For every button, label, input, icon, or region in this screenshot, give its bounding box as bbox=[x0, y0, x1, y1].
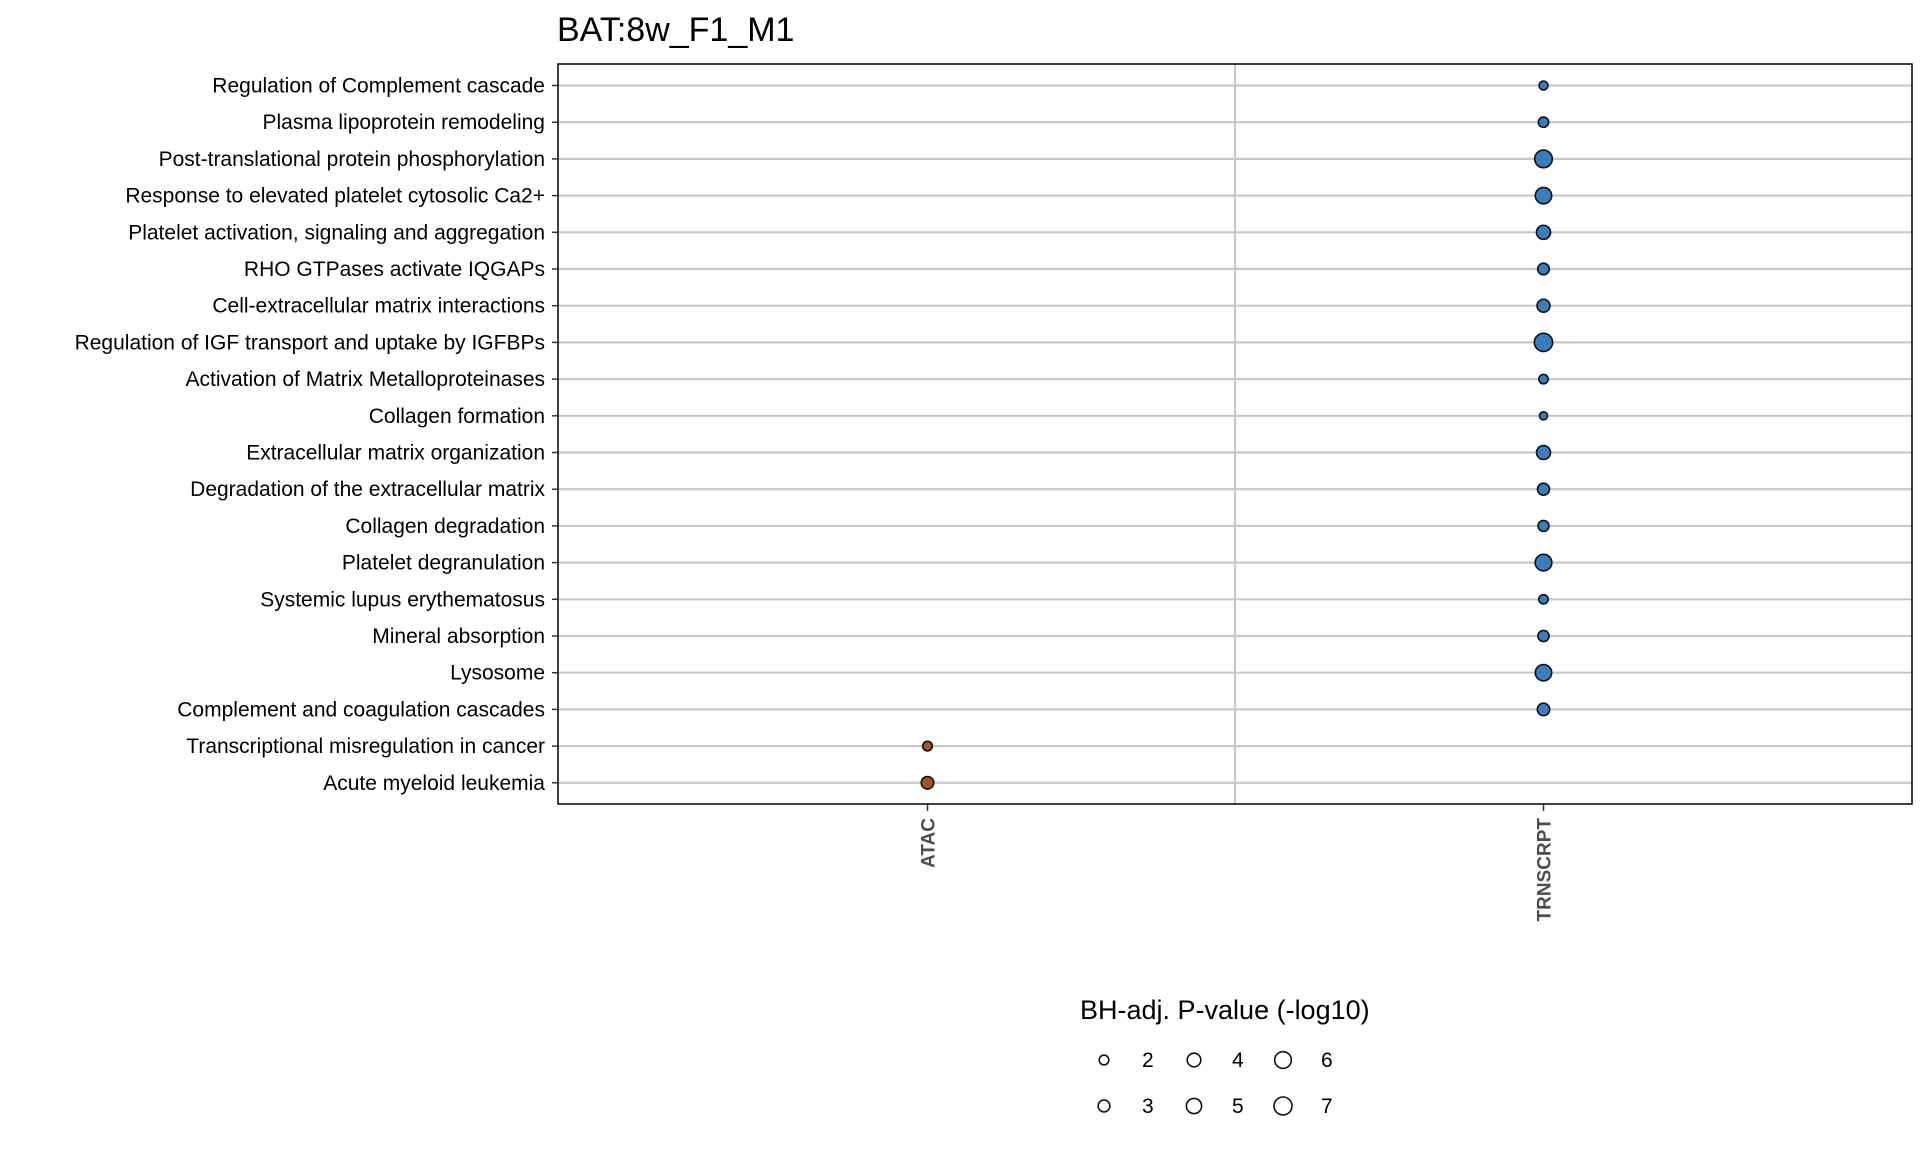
y-tick-label: Mineral absorption bbox=[372, 625, 545, 648]
legend-items: 2 3 4 5 6 7 bbox=[1097, 1049, 1333, 1118]
y-axis-labels: Regulation of Complement cascade Plasma l… bbox=[75, 75, 558, 795]
data-point bbox=[1535, 224, 1552, 241]
data-point bbox=[1537, 519, 1550, 533]
legend-label: 4 bbox=[1232, 1049, 1244, 1072]
x-tick-label: ATAC bbox=[919, 818, 940, 868]
legend-title: BH-adj. P-value (-log10) bbox=[1080, 995, 1370, 1025]
legend-label: 5 bbox=[1232, 1095, 1244, 1118]
y-tick-label: Systemic lupus erythematosus bbox=[260, 588, 545, 611]
data-point bbox=[1538, 373, 1549, 385]
legend-label: 6 bbox=[1321, 1049, 1333, 1072]
legend-key bbox=[1098, 1054, 1110, 1066]
y-tick-label: Complement and coagulation cascades bbox=[177, 698, 545, 721]
x-axis-labels: ATAC TRNSCRPT bbox=[919, 804, 1556, 921]
data-point bbox=[1536, 702, 1551, 717]
data-point bbox=[1538, 80, 1549, 91]
y-tick-label: Response to elevated platelet cytosolic … bbox=[125, 185, 545, 208]
data-point bbox=[1538, 593, 1549, 605]
y-tick-label: Collagen degradation bbox=[345, 515, 545, 538]
data-point bbox=[1536, 298, 1551, 313]
x-tick-label: TRNSCRPT bbox=[1535, 818, 1556, 922]
legend-key bbox=[1273, 1096, 1293, 1116]
plot-panel bbox=[557, 63, 1913, 805]
data-point bbox=[920, 775, 935, 790]
chart-title: BAT:8w_F1_M1 bbox=[557, 11, 794, 49]
data-point bbox=[921, 740, 934, 752]
data-point bbox=[1537, 116, 1550, 129]
y-tick-label: RHO GTPases activate IQGAPs bbox=[244, 258, 545, 281]
legend-label: 7 bbox=[1321, 1095, 1333, 1118]
data-point bbox=[1533, 149, 1554, 169]
y-tick-label: Acute myeloid leukemia bbox=[323, 772, 545, 795]
data-point bbox=[1534, 186, 1553, 205]
legend-key bbox=[1273, 1050, 1293, 1070]
legend-key bbox=[1186, 1052, 1202, 1068]
y-tick-label: Regulation of IGF transport and uptake b… bbox=[75, 331, 545, 354]
y-tick-label: Cell-extracellular matrix interactions bbox=[212, 295, 545, 318]
y-tick-label: Platelet activation, signaling and aggre… bbox=[128, 221, 545, 244]
legend-label: 2 bbox=[1142, 1049, 1154, 1072]
y-tick-label: Activation of Matrix Metalloproteinases bbox=[186, 368, 546, 391]
y-tick-label: Lysosome bbox=[450, 662, 545, 685]
data-point bbox=[1534, 663, 1553, 682]
legend-key bbox=[1097, 1099, 1111, 1113]
data-point bbox=[1533, 332, 1554, 353]
data-points bbox=[920, 80, 1554, 790]
y-tick-label: Regulation of Complement cascade bbox=[212, 75, 545, 98]
data-point bbox=[1536, 262, 1551, 276]
data-point bbox=[1538, 410, 1549, 421]
data-point bbox=[1537, 629, 1550, 643]
y-tick-label: Collagen formation bbox=[369, 405, 545, 428]
y-tick-label: Transcriptional misregulation in cancer bbox=[186, 735, 545, 758]
legend-label: 3 bbox=[1142, 1095, 1154, 1118]
y-tick-label: Extracellular matrix organization bbox=[246, 442, 545, 465]
y-tick-label: Post-translational protein phosphorylati… bbox=[159, 148, 545, 171]
size-legend: BH-adj. P-value (-log10) 2 3 4 5 6 7 bbox=[1080, 995, 1370, 1118]
data-point bbox=[1535, 444, 1552, 461]
data-point bbox=[1534, 553, 1553, 572]
y-tick-label: Degradation of the extracellular matrix bbox=[190, 478, 545, 501]
legend-key bbox=[1185, 1097, 1203, 1115]
y-tick-label: Plasma lipoprotein remodeling bbox=[263, 111, 546, 134]
panel-border bbox=[557, 63, 1913, 805]
data-point bbox=[1536, 482, 1551, 496]
y-tick-label: Platelet degranulation bbox=[342, 552, 545, 575]
